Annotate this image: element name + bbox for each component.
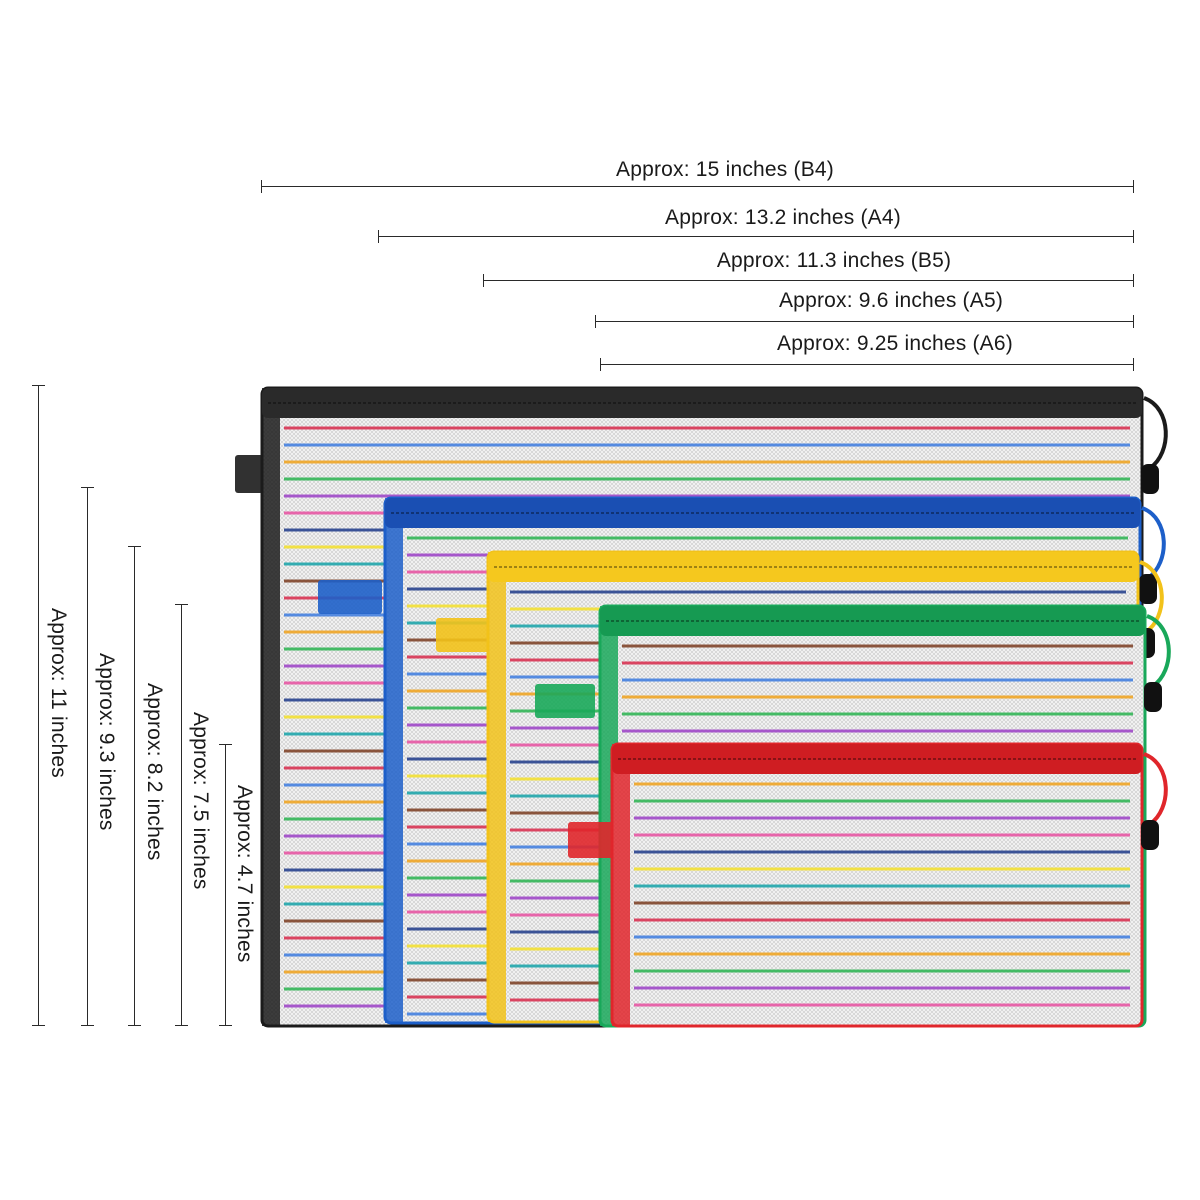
zipper-pull-stopper <box>1141 464 1159 494</box>
width-dimension-line-a6 <box>600 358 1134 371</box>
width-label-a4: Approx: 13.2 inches (A4) <box>665 206 901 229</box>
height-label-7-5: Approx: 7.5 inches <box>189 712 212 890</box>
bag-zipper-band <box>600 606 1145 636</box>
zipper-pull-stopper <box>1139 574 1157 604</box>
width-dimension-line-b5 <box>483 274 1134 287</box>
height-dimension-line-4-7 <box>219 744 232 1026</box>
zipper-pull-cord <box>1143 396 1168 470</box>
height-label-8-2: Approx: 8.2 inches <box>143 683 166 861</box>
bag-tab <box>568 822 616 858</box>
zipper-pull-cord <box>1139 560 1164 634</box>
height-label-9-3: Approx: 9.3 inches <box>95 653 118 831</box>
bag-side-binding <box>385 498 403 1023</box>
bag-tab <box>235 455 263 493</box>
height-label-11: Approx: 11 inches <box>47 608 70 778</box>
bag-side-binding <box>488 552 506 1022</box>
bag-tab <box>436 618 492 652</box>
height-dimension-line-8-2 <box>128 546 141 1026</box>
bag-tab <box>535 684 595 718</box>
bag-side-binding <box>612 744 630 1026</box>
bag-tab <box>318 580 382 614</box>
zipper-pull-stopper <box>1141 820 1159 850</box>
width-label-b4: Approx: 15 inches (B4) <box>615 158 835 181</box>
zipper-pull-cord <box>1146 614 1171 688</box>
bag-zipper-band <box>488 552 1138 582</box>
zipper-pull-stopper <box>1144 682 1162 712</box>
bag-side-binding <box>262 388 280 1026</box>
height-label-4-7: Approx: 4.7 inches <box>233 785 256 963</box>
width-dimension-line-a4 <box>378 230 1134 243</box>
bag-zipper-band <box>385 498 1140 528</box>
width-label-a6: Approx: 9.25 inches (A6) <box>777 332 1013 355</box>
bag-zipper-band <box>262 388 1142 418</box>
height-dimension-line-11 <box>32 385 45 1026</box>
zipper-pull-cord <box>1143 752 1168 826</box>
width-label-a5: Approx: 9.6 inches (A5) <box>778 289 1004 312</box>
bag-red <box>568 742 1168 1028</box>
width-dimension-line-a5 <box>595 315 1134 328</box>
bag-zipper-band <box>612 744 1142 774</box>
width-dimension-line-b4 <box>261 180 1134 193</box>
height-dimension-line-7-5 <box>175 604 188 1026</box>
height-dimension-line-9-3 <box>81 487 94 1026</box>
zipper-pull-cord <box>1141 506 1166 580</box>
bag-stripes <box>634 782 1130 1007</box>
width-label-b5: Approx: 11.3 inches (B5) <box>716 249 952 272</box>
